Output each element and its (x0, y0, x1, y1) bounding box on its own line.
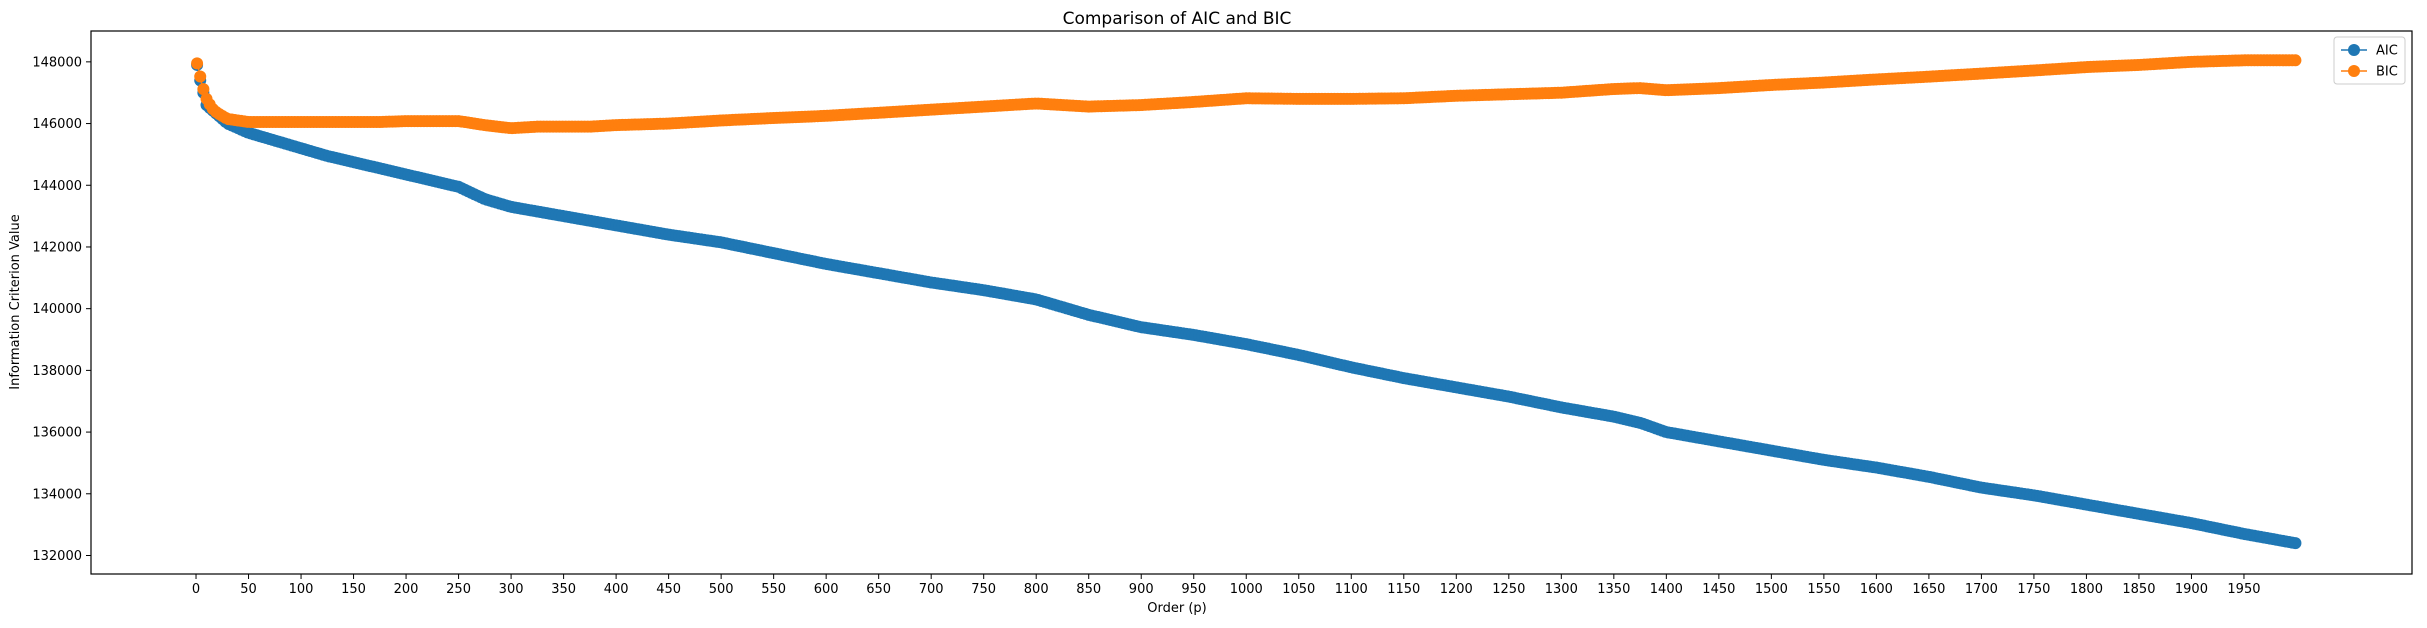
data-point (191, 57, 204, 70)
x-tick-label: 600 (814, 582, 839, 597)
y-tick-label: 134000 (32, 487, 82, 502)
data-point (197, 83, 210, 96)
x-tick-label: 850 (1076, 582, 1101, 597)
x-tick-label: 400 (604, 582, 629, 597)
x-tick-label: 1000 (1230, 582, 1263, 597)
y-tick-label: 148000 (32, 55, 82, 70)
series-layer (191, 54, 2302, 550)
x-tick-label: 500 (709, 582, 734, 597)
x-tick-label: 1700 (1965, 582, 1998, 597)
data-point (2289, 537, 2302, 550)
y-tick-label: 146000 (32, 117, 82, 132)
y-tick-label: 144000 (32, 179, 82, 194)
axes: 0 50 100 150 200 250 300 350 400 450 500 550 600 650 7… (32, 55, 2260, 597)
x-tick-label: 450 (656, 582, 681, 597)
x-tick-label: 1750 (2017, 582, 2050, 597)
x-tick-label: 550 (761, 582, 786, 597)
x-tick-label: 1500 (1755, 582, 1788, 597)
series-line-aic (196, 64, 2296, 544)
x-tick-label: 200 (394, 582, 419, 597)
y-tick-label: 132000 (32, 549, 82, 564)
x-tick-label: 50 (240, 582, 257, 597)
x-tick-label: 1150 (1387, 582, 1420, 597)
y-axis-label: Information Criterion Value (8, 214, 23, 390)
y-tick-label: 138000 (32, 364, 82, 379)
x-tick-label: 0 (192, 582, 200, 597)
y-tick-label: 136000 (32, 426, 82, 441)
x-tick-label: 700 (919, 582, 944, 597)
x-tick-label: 250 (446, 582, 471, 597)
x-tick-label: 750 (971, 582, 996, 597)
x-tick-label: 100 (289, 582, 314, 597)
legend: AIC BIC (2333, 36, 2406, 85)
x-tick-label: 150 (341, 582, 366, 597)
x-tick-label: 1950 (2227, 582, 2260, 597)
x-tick-label: 1250 (1492, 582, 1525, 597)
legend-label-aic: AIC (2376, 44, 2398, 59)
data-point (194, 70, 207, 83)
series-bic (191, 54, 2302, 135)
x-tick-label: 900 (1129, 582, 1154, 597)
x-tick-label: 1850 (2122, 582, 2155, 597)
data-point (2289, 54, 2302, 67)
x-tick-label: 950 (1181, 582, 1206, 597)
series-markers-bic (191, 54, 2302, 135)
x-tick-label: 300 (499, 582, 524, 597)
x-tick-label: 800 (1024, 582, 1049, 597)
legend-marker-bic (2348, 65, 2360, 77)
x-tick-label: 1050 (1282, 582, 1315, 597)
legend-label-bic: BIC (2376, 65, 2398, 80)
x-tick-label: 1550 (1807, 582, 1840, 597)
y-tick-label: 140000 (32, 302, 82, 317)
x-tick-label: 1200 (1440, 582, 1473, 597)
x-tick-label: 650 (866, 582, 891, 597)
plot-frame (90, 30, 2413, 575)
legend-marker-aic (2348, 44, 2360, 56)
x-tick-label: 1350 (1597, 582, 1630, 597)
x-tick-label: 1300 (1545, 582, 1578, 597)
x-tick-label: 1600 (1860, 582, 1893, 597)
x-tick-label: 1100 (1335, 582, 1368, 597)
x-axis-label: Order (p) (1147, 601, 1206, 616)
y-tick-label: 142000 (32, 240, 82, 255)
x-tick-label: 1450 (1702, 582, 1735, 597)
x-tick-label: 1400 (1650, 582, 1683, 597)
x-tick-label: 350 (551, 582, 576, 597)
x-tick-label: 1800 (2070, 582, 2103, 597)
chart-title: Comparison of AIC and BIC (1063, 9, 1292, 29)
x-tick-label: 1650 (1912, 582, 1945, 597)
x-tick-label: 1900 (2175, 582, 2208, 597)
